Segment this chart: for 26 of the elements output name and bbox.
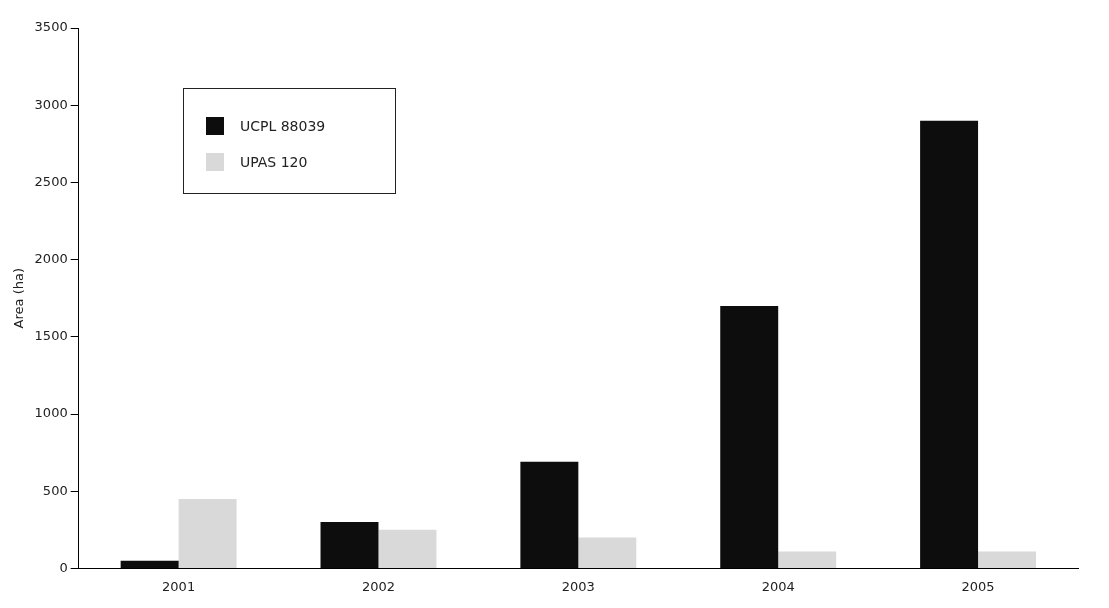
y-tick-label: 0	[59, 559, 68, 575]
bar	[578, 537, 637, 568]
bar	[378, 529, 437, 568]
y-tick-label: 1500	[34, 328, 68, 344]
x-tick-label: 2003	[561, 578, 595, 594]
y-axis-title: Area (ha)	[11, 268, 27, 329]
y-tick-label: 3500	[34, 19, 68, 35]
x-tick-label: 2004	[761, 578, 795, 594]
bar	[778, 551, 837, 568]
y-tick-label: 500	[42, 482, 68, 498]
legend-label: UPAS 120	[240, 154, 308, 170]
bar	[320, 522, 379, 568]
legend-label: UCPL 88039	[240, 118, 326, 134]
bar	[720, 305, 779, 568]
bar	[178, 498, 237, 568]
bar	[520, 461, 579, 568]
y-tick-label: 2000	[34, 250, 68, 266]
bar	[920, 120, 979, 568]
y-tick-label: 2500	[34, 173, 68, 189]
x-tick-label: 2005	[961, 578, 995, 594]
x-tick-label: 2002	[361, 578, 396, 594]
bar	[120, 560, 179, 568]
x-tick-label: 2001	[162, 578, 196, 594]
y-tick-label: 1000	[34, 405, 68, 421]
y-tick-label: 3000	[34, 96, 68, 112]
bar	[978, 551, 1037, 568]
